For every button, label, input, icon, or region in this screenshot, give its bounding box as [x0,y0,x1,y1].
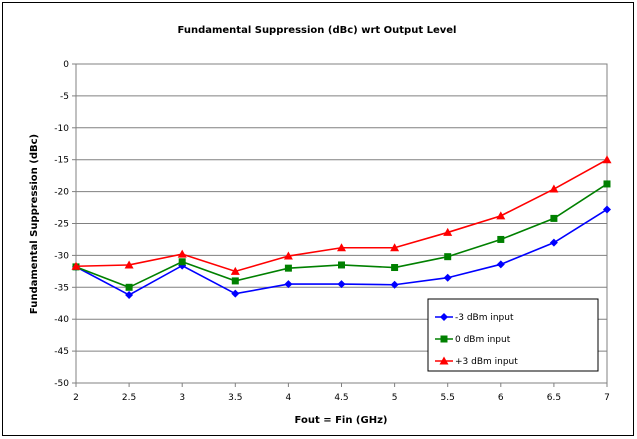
y-tick-label: -15 [54,156,69,166]
y-tick-label: -20 [54,188,69,198]
data-point [549,238,558,247]
data-point [125,290,134,299]
data-point [390,243,400,252]
x-tick-label: 6.5 [547,393,561,403]
y-tick-label: -45 [54,347,69,357]
data-point [603,205,611,214]
y-tick-label: -35 [54,283,69,293]
data-point [177,249,187,258]
data-point [337,243,346,252]
x-tick-label: 4.5 [334,393,348,403]
data-point [230,266,240,275]
data-point [549,184,559,193]
data-point [443,227,453,236]
y-tick-label: 0 [63,60,69,70]
data-point [444,253,452,261]
x-tick-label: 5 [392,393,398,403]
series-lines [71,155,612,299]
legend-item: 0 dBm input [435,335,511,345]
data-point [284,280,293,289]
legend-marker [439,356,449,365]
data-point [391,264,399,272]
x-tick-label: 7 [604,393,610,403]
data-point [125,283,133,291]
data-point [496,260,505,269]
y-tick-label: -10 [54,124,69,134]
data-point [443,273,452,282]
y-tick-label: -5 [60,92,69,102]
legend-item: -3 dBm input [435,313,514,323]
data-point [497,235,505,243]
legend-label: +3 dBm input [455,357,518,367]
x-tick-label: 2.5 [122,393,136,403]
x-axis-ticks: 2 2.5 3 3.5 4 4.5 5 5.5 6 6.5 7 [73,383,610,403]
legend-marker [440,335,448,343]
data-point [124,260,134,269]
x-tick-label: 2 [73,393,79,403]
legend-box [427,298,599,372]
x-tick-label: 3.5 [228,393,242,403]
y-axis-ticks: 0 -5 -10 -15 -20 -25 -30 -35 -40 -45 -50 [54,60,76,389]
data-point [71,261,81,270]
y-axis-label: Fundamental Suppression (dBc) [29,134,40,314]
chart-title: Fundamental Suppression (dBc) wrt Output… [178,25,457,36]
series-2 [71,155,612,275]
y-tick-label: -25 [54,220,69,230]
data-point [231,277,239,285]
y-tick-label: -50 [54,379,69,389]
data-point [496,211,506,220]
data-point [390,280,399,289]
legend: -3 dBm input 0 dBm input +3 dBm input [427,298,599,372]
x-tick-label: 4 [286,393,292,403]
data-point [178,258,186,266]
y-tick-label: -40 [54,315,69,325]
data-point [602,155,612,164]
series-1 [72,180,611,291]
data-point [338,261,345,269]
legend-marker [440,313,448,321]
legend-label: 0 dBm input [455,335,511,345]
chart: Fundamental Suppression (dBc) wrt Output… [29,25,612,426]
data-point [283,251,293,260]
data-point [284,264,292,272]
x-tick-label: 5.5 [441,393,455,403]
legend-label: -3 dBm input [455,313,514,323]
data-point [231,289,240,298]
data-point [603,180,611,188]
x-tick-label: 6 [498,393,504,403]
data-point [337,280,346,289]
data-point [550,214,558,222]
x-tick-label: 3 [179,393,185,403]
y-tick-label: -30 [54,251,69,261]
legend-item: +3 dBm input [435,356,518,367]
x-axis-label: Fout = Fin (GHz) [295,415,388,426]
